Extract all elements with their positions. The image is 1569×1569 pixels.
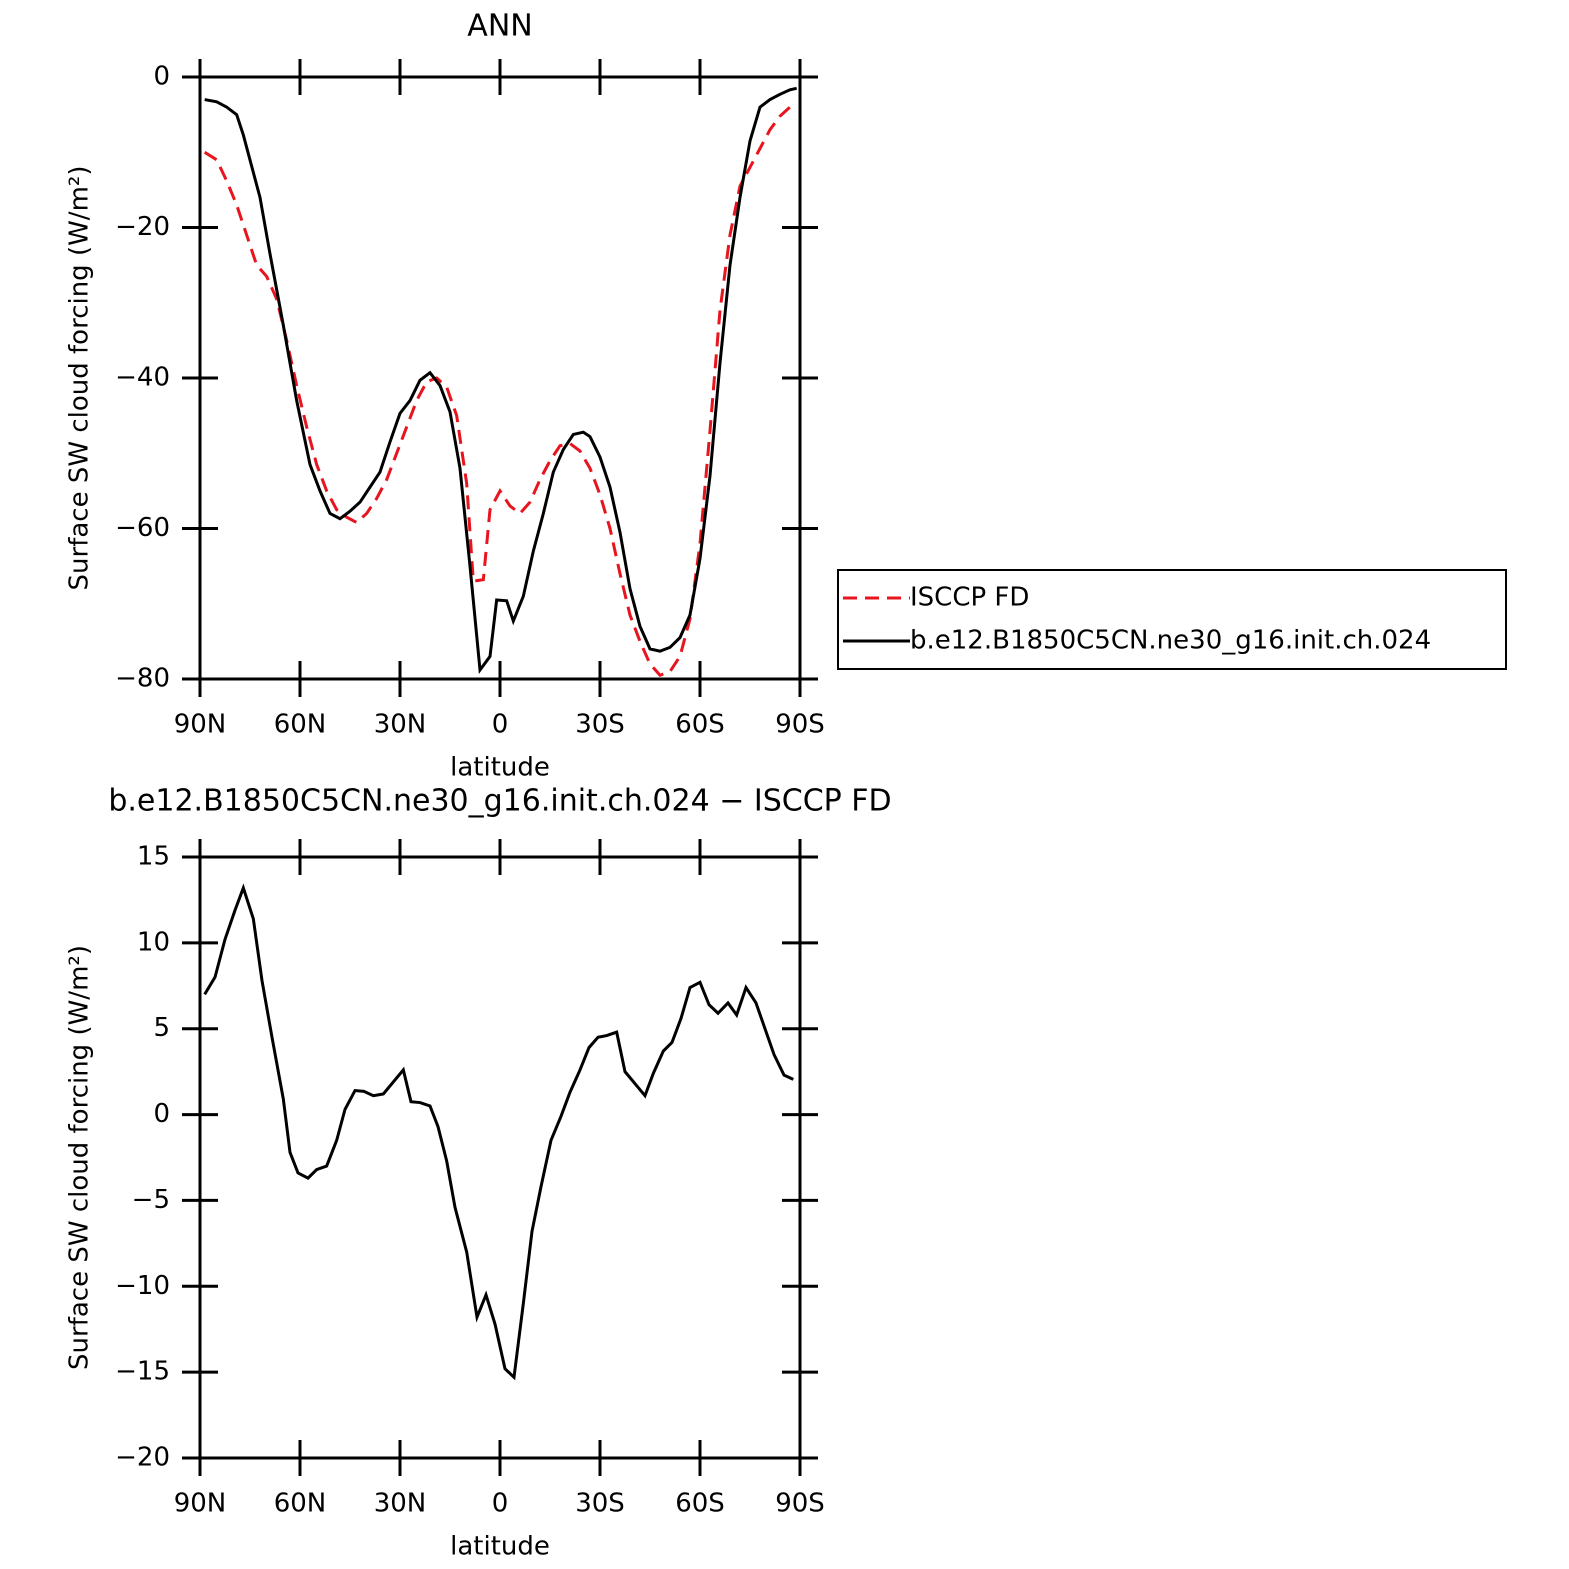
x-tick-label: 60N	[274, 710, 327, 740]
legend: ISCCP FD b.e12.B1850C5CN.ne30_g16.init.ch…	[837, 569, 1507, 670]
x-tick-label: 60S	[675, 710, 725, 740]
y-tick-label: 15	[137, 842, 170, 872]
x-tick-label: 30N	[374, 710, 427, 740]
y-axis-label: Surface SW cloud forcing (W/m²)	[65, 166, 95, 591]
y-tick-label: −10	[115, 1271, 170, 1301]
x-tick-label: 60N	[274, 1489, 327, 1519]
y-tick-label: −5	[132, 1185, 170, 1215]
y-tick-label: 0	[153, 62, 170, 92]
x-tick-label: 90N	[174, 1489, 227, 1519]
x-tick-label: 30N	[374, 1489, 427, 1519]
x-tick-label: 30S	[575, 1489, 625, 1519]
x-tick-label: 90S	[775, 1489, 825, 1519]
y-tick-label: −60	[115, 513, 170, 543]
y-tick-label: −40	[115, 363, 170, 393]
x-tick-label: 90S	[775, 710, 825, 740]
plot-frame	[198, 855, 802, 1460]
x-tick-label: 30S	[575, 710, 625, 740]
data-line	[203, 102, 798, 678]
x-axis-label: latitude	[450, 753, 550, 783]
x-tick-label: 60S	[675, 1489, 725, 1519]
plot-frame	[198, 75, 802, 681]
chart-title: ANN	[467, 9, 532, 44]
data-line	[203, 883, 794, 1381]
y-axis-label: Surface SW cloud forcing (W/m²)	[65, 945, 95, 1370]
y-tick-label: −15	[115, 1357, 170, 1387]
legend-box	[837, 569, 1507, 670]
y-tick-label: 5	[153, 1013, 170, 1043]
y-tick-label: 0	[153, 1099, 170, 1129]
x-tick-label: 0	[492, 1489, 509, 1519]
x-axis-label: latitude	[450, 1532, 550, 1562]
legend-label: ISCCP FD	[910, 583, 1029, 613]
y-tick-label: 10	[137, 927, 170, 957]
chart-title: b.e12.B1850C5CN.ne30_g16.init.ch.024 − I…	[108, 784, 891, 819]
legend-label: b.e12.B1850C5CN.ne30_g16.init.ch.024	[910, 626, 1431, 656]
y-tick-label: −20	[115, 1443, 170, 1473]
y-tick-label: −20	[115, 212, 170, 242]
panel: b.e12.B1850C5CN.ne30_g16.init.ch.024 − I…	[65, 784, 892, 1562]
x-tick-label: 90N	[174, 710, 227, 740]
x-tick-label: 0	[492, 710, 509, 740]
data-line	[204, 86, 797, 675]
y-tick-label: −80	[115, 664, 170, 694]
